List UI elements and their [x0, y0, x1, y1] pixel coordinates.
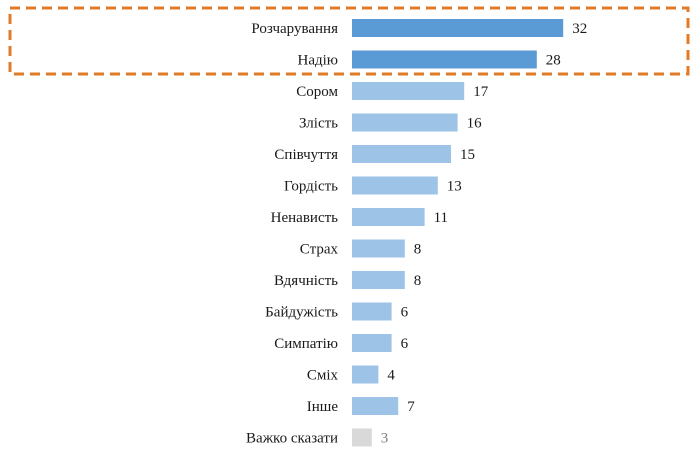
category-label: Ненависть — [271, 210, 338, 226]
value-label: 17 — [473, 84, 489, 100]
value-label: 28 — [546, 53, 561, 69]
bar — [352, 19, 564, 37]
value-label: 8 — [414, 242, 422, 258]
bars-group: Розчарування 32 Надію 28 Сором 17 Злість 16 Спів… — [246, 19, 587, 447]
bar — [352, 397, 399, 415]
value-label: 4 — [387, 368, 395, 384]
bar — [352, 271, 405, 289]
bar — [352, 82, 465, 100]
category-label: Сором — [296, 84, 338, 100]
value-label: 15 — [460, 147, 475, 163]
value-label: 6 — [401, 305, 409, 321]
highlight-box — [8, 6, 690, 76]
value-label: 11 — [434, 210, 448, 226]
bar — [352, 365, 379, 384]
bar — [352, 176, 438, 195]
bar — [352, 239, 405, 258]
value-label: 13 — [447, 179, 462, 195]
category-label: Надію — [298, 53, 339, 69]
category-label: Інше — [307, 399, 339, 415]
value-label: 7 — [407, 399, 415, 415]
value-label: 3 — [381, 431, 389, 447]
bar — [352, 113, 458, 132]
category-label: Сміх — [307, 368, 339, 384]
category-label: Розчарування — [251, 21, 338, 37]
value-label: 6 — [401, 336, 409, 352]
bar — [352, 334, 392, 352]
value-label: 8 — [414, 273, 422, 289]
bar — [352, 428, 372, 447]
category-label: Страх — [300, 242, 339, 258]
category-label: Важко сказати — [246, 431, 338, 447]
category-label: Байдужість — [265, 305, 338, 321]
category-label: Гордість — [284, 179, 338, 195]
bar — [352, 302, 392, 321]
category-label: Симпатію — [274, 336, 338, 352]
value-label: 16 — [467, 116, 483, 132]
bar — [352, 50, 537, 69]
category-label: Вдячність — [274, 273, 338, 289]
category-label: Злість — [299, 116, 338, 132]
bar — [352, 208, 425, 226]
category-label: Співчуття — [274, 147, 338, 163]
bar — [352, 145, 451, 163]
value-label: 32 — [572, 21, 587, 37]
